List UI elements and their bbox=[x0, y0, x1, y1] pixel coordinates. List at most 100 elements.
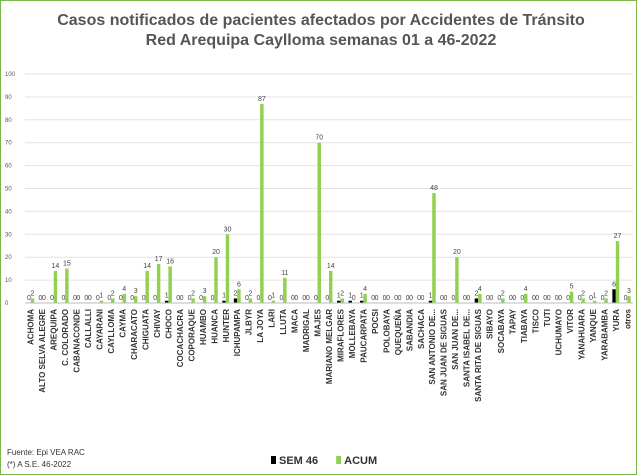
x-tick-label: YURA bbox=[612, 309, 621, 332]
x-tick-label: POLOBAYA bbox=[382, 309, 391, 353]
data-label: 11 bbox=[281, 270, 288, 277]
data-label: 0 bbox=[73, 295, 77, 302]
note: (*) A S.E. 46-2022 bbox=[7, 460, 72, 469]
data-label: 0 bbox=[486, 295, 490, 302]
data-label: 17 bbox=[155, 256, 163, 263]
bar bbox=[111, 298, 115, 303]
data-label: 0 bbox=[417, 295, 421, 302]
data-label: 0 bbox=[543, 295, 547, 302]
data-label: 3 bbox=[134, 288, 138, 295]
bar bbox=[225, 234, 230, 303]
data-label: 14 bbox=[143, 263, 151, 270]
y-tick-label: 50 bbox=[5, 187, 12, 193]
bar bbox=[214, 257, 218, 303]
data-label: 0 bbox=[130, 295, 134, 302]
legend-label: ACUM bbox=[344, 455, 377, 467]
data-label: 0 bbox=[406, 295, 410, 302]
data-label: 0 bbox=[142, 295, 146, 302]
data-label: 0 bbox=[199, 295, 203, 302]
data-label: 1 bbox=[593, 293, 597, 300]
bar bbox=[337, 300, 341, 303]
bar bbox=[604, 298, 608, 303]
y-tick-label: 10 bbox=[5, 278, 12, 284]
data-label: 0 bbox=[398, 295, 402, 302]
data-label: 2 bbox=[340, 290, 344, 297]
x-tick-label: CHARACATO bbox=[130, 309, 139, 360]
y-tick-label: 90 bbox=[5, 95, 12, 101]
x-tick-label: VITOR bbox=[566, 309, 575, 334]
x-tick-label: otros bbox=[623, 308, 632, 329]
data-label: 4 bbox=[524, 286, 528, 293]
data-label: 20 bbox=[453, 249, 461, 256]
data-label: 0 bbox=[27, 295, 31, 302]
y-tick-label: 20 bbox=[5, 255, 12, 261]
data-label: 0 bbox=[76, 295, 80, 302]
data-label: 0 bbox=[489, 295, 493, 302]
bar bbox=[156, 264, 161, 303]
x-tick-label: MAJES bbox=[314, 308, 323, 336]
data-label: 2 bbox=[604, 290, 608, 297]
x-tick-label: SANTA ISABEL DE... bbox=[463, 309, 472, 387]
x-tick-label: ACHOMA bbox=[27, 309, 36, 345]
bar bbox=[237, 289, 241, 303]
data-label: 0 bbox=[512, 295, 516, 302]
bar bbox=[615, 241, 620, 303]
bar bbox=[202, 296, 207, 303]
x-tick-label: AREQUIPA bbox=[50, 309, 59, 351]
data-label: 0 bbox=[153, 295, 157, 302]
data-label: 0 bbox=[180, 295, 184, 302]
data-label: 0 bbox=[279, 295, 283, 302]
data-label: 2 bbox=[501, 290, 505, 297]
data-label: 1 bbox=[271, 293, 275, 300]
legend-label: SEM 46 bbox=[279, 455, 318, 467]
data-label: 0 bbox=[39, 295, 43, 302]
x-tick-label: HUANCA bbox=[210, 309, 219, 344]
x-tick-label: PAUCARPATA bbox=[359, 309, 368, 363]
data-label: 0 bbox=[119, 295, 123, 302]
data-label: 0 bbox=[452, 295, 456, 302]
y-tick-label: 0 bbox=[5, 301, 9, 307]
data-label: 27 bbox=[614, 233, 622, 240]
x-tick-label: CHOCO bbox=[164, 309, 173, 339]
chart-title: Casos notificados de pacientes afectados… bbox=[57, 12, 585, 49]
data-label: 0 bbox=[291, 295, 295, 302]
data-label: 0 bbox=[421, 295, 425, 302]
x-tick-label: POCSI bbox=[371, 309, 380, 334]
x-tick-label: CAYARANI bbox=[96, 309, 105, 350]
data-label: 0 bbox=[566, 295, 570, 302]
x-tick-label: LA JOYA bbox=[256, 309, 265, 343]
bar bbox=[271, 300, 276, 303]
source: Fuente: Epi VEA RAC bbox=[7, 448, 85, 457]
data-label: 0 bbox=[532, 295, 536, 302]
data-label: 0 bbox=[386, 295, 390, 302]
data-label: 16 bbox=[166, 258, 174, 265]
bar bbox=[233, 298, 238, 303]
x-tick-label: TIABAYA bbox=[520, 309, 529, 343]
data-label: 0 bbox=[256, 295, 260, 302]
bar bbox=[145, 270, 149, 303]
data-label: 2 bbox=[111, 290, 115, 297]
bar bbox=[581, 298, 585, 303]
data-label: 0 bbox=[535, 295, 539, 302]
data-label: 0 bbox=[443, 295, 447, 302]
y-tick-label: 60 bbox=[5, 164, 12, 170]
x-tick-label: SAN JUAN DE SIGUAS bbox=[440, 308, 449, 396]
data-label: 0 bbox=[306, 295, 310, 302]
data-label: 0 bbox=[440, 295, 444, 302]
data-label: 20 bbox=[212, 249, 220, 256]
bar bbox=[191, 298, 195, 303]
data-label: 1 bbox=[222, 293, 226, 300]
data-label: 3 bbox=[627, 288, 631, 295]
data-label: 0 bbox=[314, 295, 318, 302]
data-label: 48 bbox=[430, 185, 438, 192]
bar bbox=[133, 296, 138, 303]
x-tick-label: HUAMBO bbox=[199, 309, 208, 345]
data-label: 1 bbox=[337, 293, 341, 300]
data-label: 70 bbox=[315, 135, 323, 142]
bar bbox=[612, 289, 616, 303]
bar bbox=[283, 277, 287, 303]
data-label: 0 bbox=[42, 295, 46, 302]
bar bbox=[53, 270, 58, 303]
data-label: 3 bbox=[203, 288, 207, 295]
